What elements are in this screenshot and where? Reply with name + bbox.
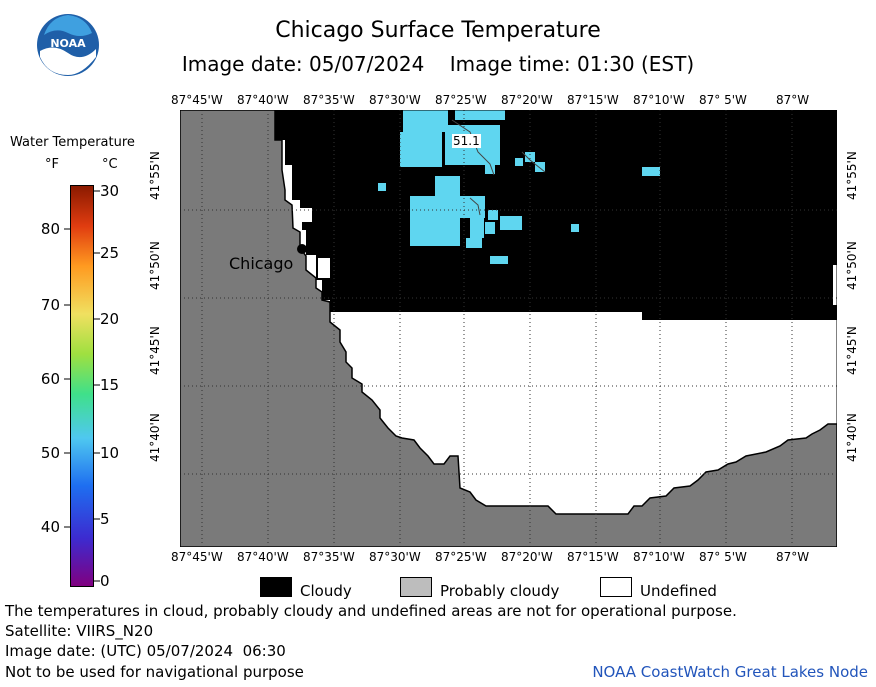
f-tick-label: 40 bbox=[40, 518, 60, 536]
lon-label: 87°15'W bbox=[567, 93, 619, 107]
lat-label: 41°40'N bbox=[148, 413, 162, 462]
lon-label: 87°35'W bbox=[303, 550, 355, 564]
lon-label: 87°15'W bbox=[567, 550, 619, 564]
c-tick-label: 30 bbox=[100, 182, 120, 200]
lon-label: 87°40'W bbox=[237, 550, 289, 564]
lat-label: 41°50'N bbox=[845, 241, 859, 290]
credit-link[interactable]: NOAA CoastWatch Great Lakes Node bbox=[592, 663, 868, 681]
f-tick-label: 70 bbox=[40, 296, 60, 314]
lon-label: 87°20'W bbox=[501, 93, 553, 107]
legend-cloudy-label: Cloudy bbox=[300, 582, 352, 600]
lon-label: 87°25'W bbox=[435, 550, 487, 564]
lon-label: 87°40'W bbox=[237, 93, 289, 107]
colorbar bbox=[70, 185, 94, 587]
c-tick-label: 5 bbox=[100, 510, 110, 528]
lon-label: 87°25'W bbox=[435, 93, 487, 107]
unit-fahrenheit: °F bbox=[45, 157, 59, 172]
lon-label: 87°35'W bbox=[303, 93, 355, 107]
lon-label: 87°W bbox=[776, 93, 810, 107]
page-title: Chicago Surface Temperature bbox=[275, 18, 601, 43]
colorbar-ticks bbox=[64, 190, 100, 582]
land-area bbox=[180, 110, 837, 547]
lon-label: 87°30'W bbox=[369, 93, 421, 107]
f-tick-label: 80 bbox=[40, 220, 60, 238]
map bbox=[180, 110, 837, 547]
noaa-logo-text: NOAA bbox=[50, 37, 86, 50]
f-tick-label: 60 bbox=[40, 370, 60, 388]
c-tick-label: 25 bbox=[100, 244, 120, 262]
c-tick-label: 10 bbox=[100, 444, 120, 462]
c-tick-label: 20 bbox=[100, 310, 120, 328]
satellite-info: Satellite: VIIRS_N20 bbox=[5, 622, 154, 640]
image-datetime: Image date: 05/07/2024 Image time: 01:30… bbox=[181, 52, 695, 76]
c-tick-label: 0 bbox=[100, 572, 110, 590]
footer-note: The temperatures in cloud, probably clou… bbox=[5, 602, 737, 620]
lat-label: 41°45'N bbox=[148, 326, 162, 375]
chicago-marker bbox=[297, 244, 307, 254]
colorbar-title: Water Temperature bbox=[10, 135, 135, 150]
lon-label: 87°W bbox=[776, 550, 810, 564]
lon-label: 87° 5'W bbox=[699, 550, 747, 564]
unit-celsius: °C bbox=[102, 157, 118, 172]
lon-label: 87° 5'W bbox=[699, 93, 747, 107]
temperature-label: 51.1 bbox=[452, 134, 481, 148]
cloudy-swatch bbox=[260, 577, 292, 597]
noaa-logo: NOAA bbox=[37, 14, 99, 76]
probably-cloudy-swatch bbox=[400, 577, 432, 597]
lon-label: 87°20'W bbox=[501, 550, 553, 564]
lon-label: 87°45'W bbox=[171, 93, 223, 107]
lon-label: 87°45'W bbox=[171, 550, 223, 564]
lat-label: 41°55'N bbox=[845, 151, 859, 200]
lat-label: 41°50'N bbox=[148, 241, 162, 290]
c-tick-label: 15 bbox=[100, 376, 120, 394]
city-label-chicago: Chicago bbox=[229, 254, 294, 273]
lon-label: 87°10'W bbox=[633, 550, 685, 564]
legend-undefined-label: Undefined bbox=[640, 582, 717, 600]
lat-label: 41°40'N bbox=[845, 413, 859, 462]
lon-label: 87°10'W bbox=[633, 93, 685, 107]
lat-label: 41°45'N bbox=[845, 326, 859, 375]
undefined-swatch bbox=[600, 577, 632, 597]
lat-label: 41°55'N bbox=[148, 151, 162, 200]
f-tick-label: 50 bbox=[40, 444, 60, 462]
cloud-area bbox=[275, 110, 837, 320]
utc-image-date: Image date: (UTC) 05/07/2024 06:30 bbox=[5, 642, 286, 660]
lon-label: 87°30'W bbox=[369, 550, 421, 564]
legend-probably-cloudy-label: Probably cloudy bbox=[440, 582, 560, 600]
navigation-disclaimer: Not to be used for navigational purpose bbox=[5, 663, 304, 681]
water-temperature-pixels bbox=[378, 110, 660, 264]
